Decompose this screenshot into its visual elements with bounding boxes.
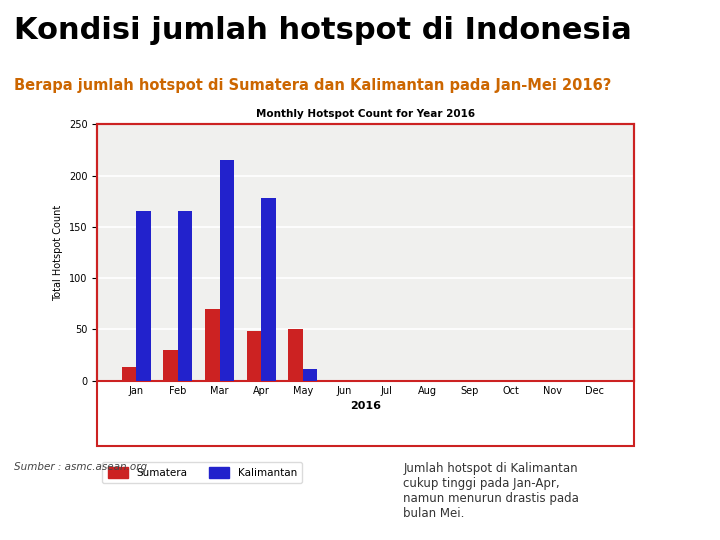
Bar	[205, 309, 220, 381]
X-axis label: 2016: 2016	[350, 401, 381, 411]
Text: Berapa jumlah hotspot di Sumatera dan Kalimantan pada Jan-Mei 2016?: Berapa jumlah hotspot di Sumatera dan Ka…	[14, 78, 612, 93]
Y-axis label: Total Hotspot Count: Total Hotspot Count	[53, 204, 63, 301]
Bar	[136, 212, 150, 381]
Bar	[122, 367, 136, 381]
Text: Sumber : asmc.asean.org: Sumber : asmc.asean.org	[14, 462, 148, 472]
Legend: Sumatera, Kalimantan: Sumatera, Kalimantan	[102, 462, 302, 483]
Bar	[247, 332, 261, 381]
Bar	[261, 198, 276, 381]
Bar	[163, 350, 178, 381]
Bar	[288, 329, 303, 381]
Text: Jumlah hotspot di Kalimantan
cukup tinggi pada Jan-Apr,
namun menurun drastis pa: Jumlah hotspot di Kalimantan cukup tingg…	[403, 462, 579, 519]
Bar	[303, 369, 318, 381]
Bar	[220, 160, 234, 381]
Title: Monthly Hotspot Count for Year 2016: Monthly Hotspot Count for Year 2016	[256, 109, 475, 119]
Text: Kondisi jumlah hotspot di Indonesia: Kondisi jumlah hotspot di Indonesia	[14, 16, 632, 45]
Bar	[178, 212, 192, 381]
